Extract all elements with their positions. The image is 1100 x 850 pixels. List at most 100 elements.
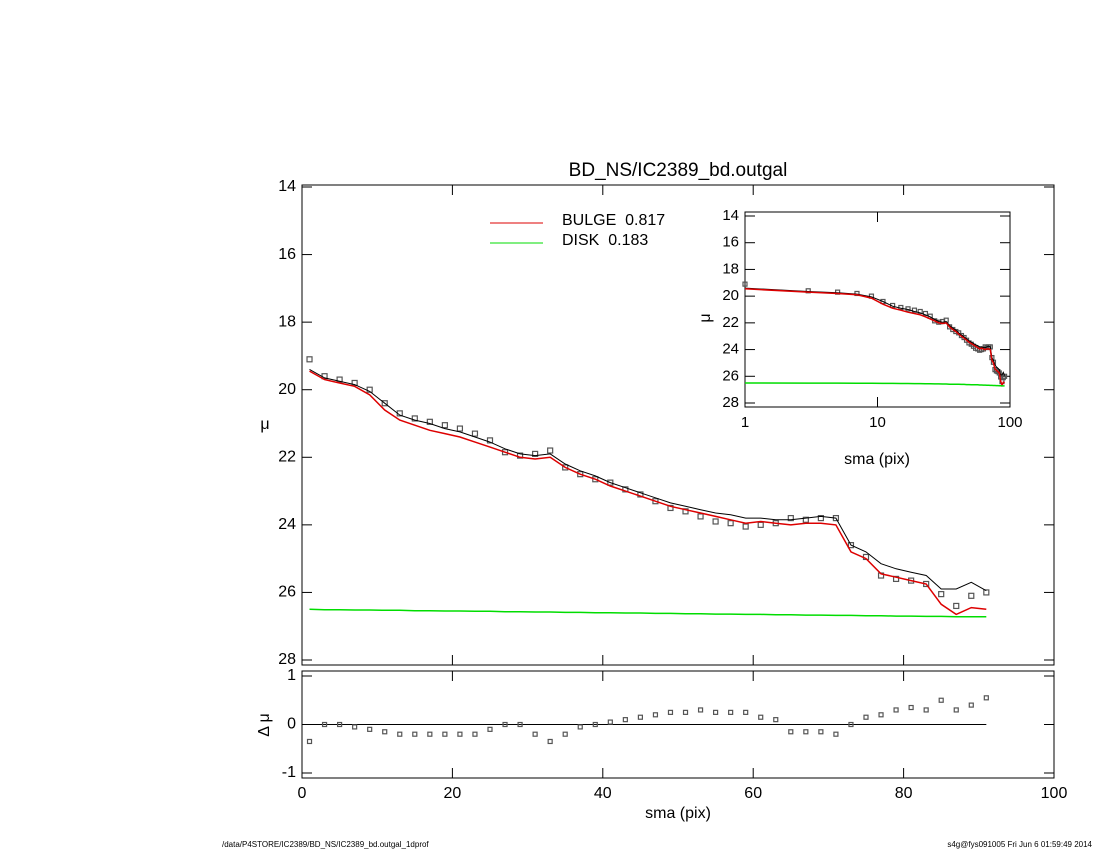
chart-title: BD_NS/IC2389_bd.outgal [569, 160, 788, 181]
data-point [516, 452, 524, 459]
data-point [652, 498, 659, 505]
data-point [456, 425, 464, 432]
y-tick-label: 24 [722, 341, 739, 358]
data-point [667, 504, 674, 512]
data-point [983, 589, 990, 596]
y-tick-label: 18 [278, 313, 296, 330]
data-point [366, 386, 373, 393]
residual-point [938, 697, 944, 703]
residual-point [532, 731, 538, 737]
x-tick-label: 100 [1041, 785, 1068, 802]
x-tick-label: 20 [444, 785, 462, 802]
residual-point [457, 731, 463, 737]
data-point [592, 476, 599, 483]
x-tick-label: 100 [997, 414, 1022, 431]
residual-point [397, 731, 403, 737]
x-axis-label: sma (pix) [645, 805, 711, 822]
y-tick-label: 20 [722, 287, 739, 304]
component-line [744, 382, 1005, 387]
data-point [547, 447, 554, 454]
residual-point [743, 709, 749, 715]
x-tick-label: 1 [741, 414, 749, 431]
data-point [892, 575, 900, 583]
x-tick-label: 40 [594, 785, 612, 802]
data-point [968, 592, 975, 599]
data-point [817, 514, 824, 522]
residual-point [577, 724, 583, 730]
y-tick-label: 20 [278, 381, 296, 398]
main-frame [301, 184, 1055, 666]
inset-y-axis-label: μ [697, 313, 714, 322]
y-tick-label: 16 [278, 246, 296, 263]
y-tick-label: 26 [278, 584, 296, 601]
residual-point [833, 731, 839, 737]
residual-point [667, 709, 674, 715]
data-point [787, 514, 794, 522]
data-point [953, 602, 960, 610]
residual-point [487, 726, 493, 732]
residual-point [953, 707, 959, 713]
y-tick-label: 0 [287, 716, 296, 733]
data-point [917, 308, 923, 315]
x-tick-label: 0 [298, 785, 307, 802]
data-point [622, 486, 629, 493]
residual-point [412, 731, 418, 737]
residual-point [983, 695, 989, 701]
data-point [351, 379, 358, 387]
y-tick-label: 28 [278, 651, 296, 668]
y-tick-label: 14 [278, 178, 296, 195]
data-point [306, 356, 313, 363]
residual-point [321, 721, 328, 728]
y-tick-label: 16 [722, 234, 739, 251]
residual-point [652, 712, 659, 718]
residual-point [788, 729, 794, 735]
residual-point [367, 726, 373, 732]
y-tick-label: 1 [287, 667, 296, 684]
residual-point [728, 709, 734, 715]
model-line [744, 287, 1006, 376]
data-point [742, 523, 749, 530]
residual-point [908, 704, 914, 711]
data-point [607, 479, 614, 486]
residual-point [682, 709, 689, 715]
residual-point [773, 717, 779, 723]
y-tick-label: 18 [722, 260, 739, 277]
residual-point [592, 721, 598, 728]
residual-point [923, 707, 929, 713]
residual-point [758, 714, 764, 720]
residual-point [697, 707, 704, 713]
residual-point [968, 702, 974, 708]
residual-point [607, 719, 613, 725]
legend-label: BULGE 0.817 [562, 212, 665, 229]
data-point [1000, 375, 1006, 381]
residual-point [848, 721, 854, 728]
residual-point [712, 709, 719, 715]
data-point [712, 518, 719, 525]
x-tick-label: 80 [895, 785, 913, 802]
residual-point [306, 738, 313, 745]
residual-point [893, 707, 899, 713]
data-point [411, 415, 418, 422]
data-point [441, 422, 448, 429]
residual-point [547, 738, 553, 745]
data-point [847, 542, 855, 549]
residual-point [427, 731, 433, 737]
model-line [309, 368, 987, 592]
component-line [744, 288, 1005, 387]
y-tick-label: 28 [722, 394, 739, 411]
data-point [501, 449, 509, 456]
data-point [757, 521, 764, 528]
x-tick-label: 60 [744, 785, 762, 802]
footer-right: s4g@fys091005 Fri Jun 6 01:59:49 2014 [947, 840, 1092, 849]
data-point [532, 450, 539, 458]
data-point [381, 400, 388, 407]
y-axis-label: μ [260, 416, 269, 433]
residual-point [352, 724, 358, 730]
y-axis-label: Δ μ [256, 713, 273, 736]
data-point [727, 520, 734, 527]
data-point [562, 464, 569, 471]
residual-point [382, 729, 388, 735]
residual-point [878, 712, 884, 718]
x-tick-label: 10 [869, 414, 886, 431]
